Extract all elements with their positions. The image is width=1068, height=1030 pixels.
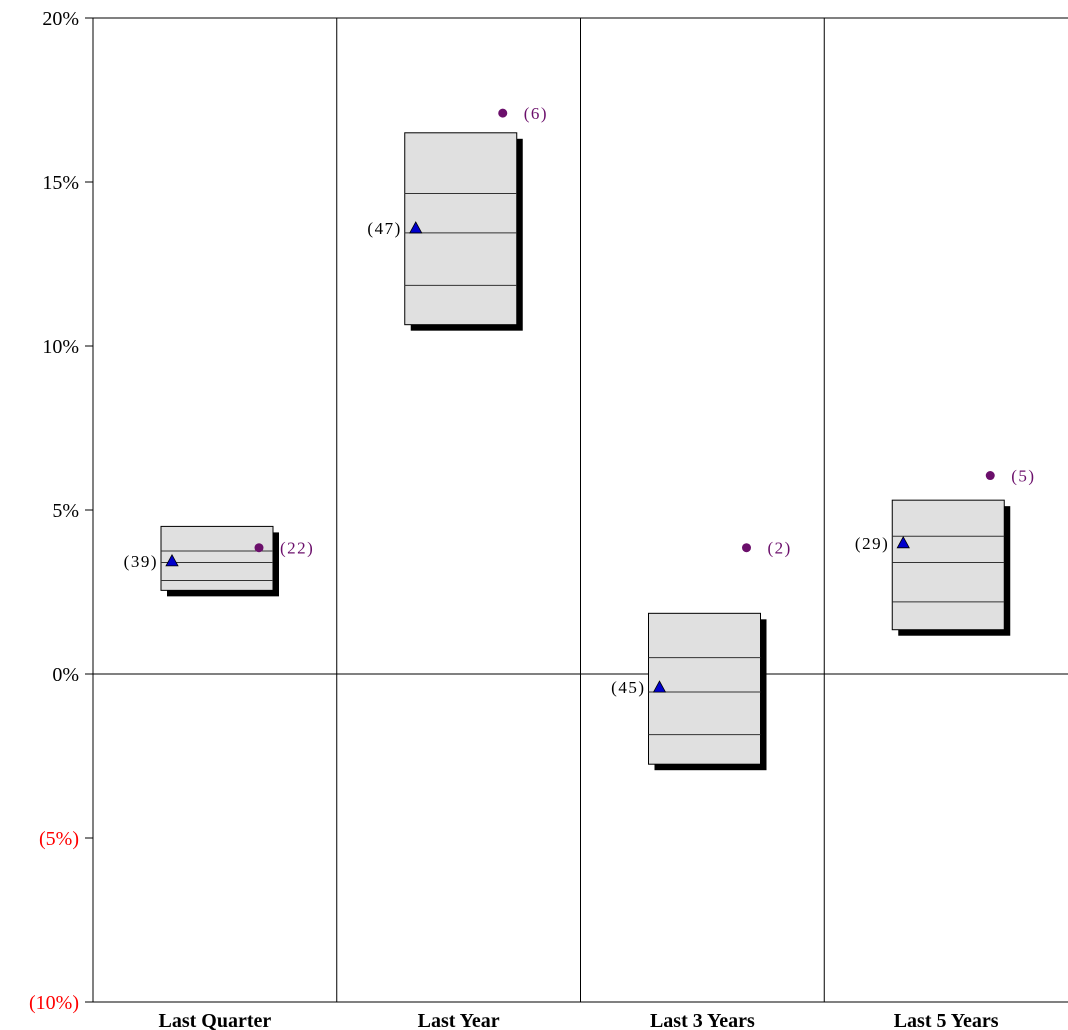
triangle-marker [165, 554, 179, 567]
triangle-rank-label: (45) [611, 678, 645, 697]
percentile-box [404, 132, 518, 326]
x-category-label: Last Year [418, 1010, 500, 1030]
x-category-label: Last 5 Years [894, 1010, 999, 1030]
dot-rank-label: (22) [280, 539, 314, 558]
dot-rank-label: (2) [768, 539, 792, 558]
percentile-boxes [160, 132, 1011, 771]
grid-lines [92, 17, 1068, 1003]
triangle-rank-label: (47) [367, 219, 401, 238]
dot-marker [254, 543, 264, 553]
dot-marker [498, 108, 508, 118]
markers: (39) (47) (45) (29) (22) (6) (2) (5) [124, 104, 1035, 697]
percentile-box [891, 499, 1005, 631]
x-axis: Last Quarter Last Year Last 3 Years Last 5 … [158, 1010, 998, 1030]
triangle-marker [652, 680, 667, 693]
y-tick-label: 15% [42, 172, 79, 194]
dot-rank-label: (5) [1011, 467, 1035, 486]
x-category-label: Last 3 Years [650, 1010, 755, 1030]
percentile-box [160, 525, 274, 591]
y-tick-label: (5%) [39, 828, 79, 850]
y-tick-label: 10% [42, 336, 79, 358]
y-tick-label: 5% [52, 500, 79, 522]
dot-marker [742, 543, 751, 553]
x-category-label: Last Quarter [158, 1010, 271, 1030]
dot-marker [985, 471, 995, 481]
triangle-marker [409, 221, 423, 234]
triangle-marker [896, 535, 910, 549]
y-tick-label: 20% [42, 8, 79, 30]
y-axis: 20% 15% 10% 5% 0% (5%) (10%) [29, 8, 93, 1014]
triangle-rank-label: (29) [855, 534, 889, 553]
triangle-rank-label: (39) [124, 552, 158, 571]
y-tick-label: 0% [52, 664, 79, 686]
y-tick-label: (10%) [29, 992, 79, 1014]
dot-rank-label: (6) [524, 104, 548, 123]
percentile-box [648, 612, 761, 765]
